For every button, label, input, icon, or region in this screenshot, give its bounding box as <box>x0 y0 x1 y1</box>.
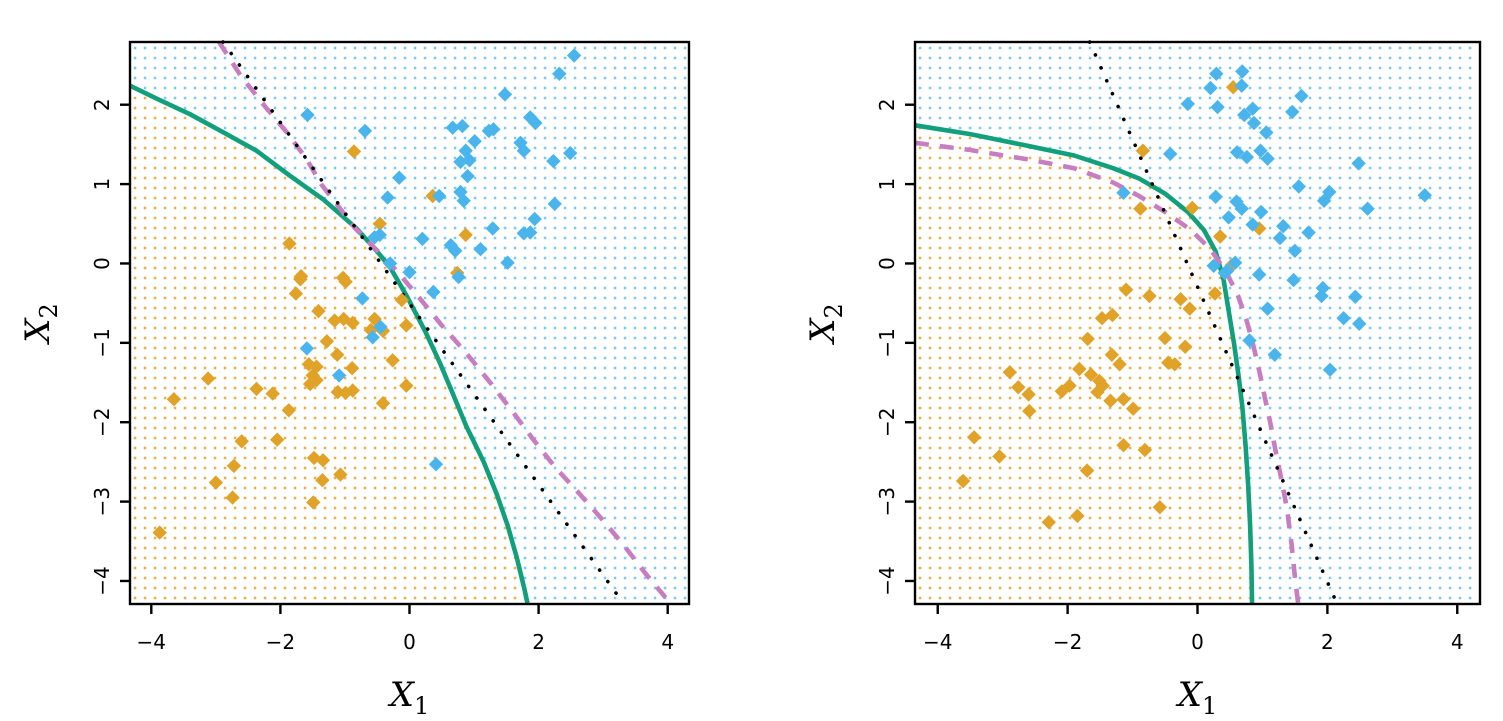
y-axis-title: X2 <box>803 303 848 346</box>
y-tick-label: 1 <box>90 178 114 191</box>
y-tick-label: −3 <box>90 487 114 516</box>
class-blue-points <box>1116 64 1432 377</box>
x-axis-title: X1 <box>387 675 430 720</box>
x-tick-label: −4 <box>923 630 952 654</box>
x-tick-label: 2 <box>532 630 545 654</box>
right-panel: −4 −2 0 2 4 2 1 0 −1 −2 −3 −4 X1 X2 <box>803 40 1482 720</box>
y-tick-label: 0 <box>875 257 899 270</box>
solid-green-boundary <box>128 83 530 605</box>
y-tick-label: 1 <box>875 178 899 191</box>
x-tick-label: 4 <box>1451 630 1464 654</box>
x-tick-label: −2 <box>1053 630 1082 654</box>
y-tick-label: −1 <box>90 328 114 357</box>
x-tick-label: −2 <box>266 630 295 654</box>
y-tick-label: 2 <box>875 98 899 111</box>
x-tick-label: −4 <box>137 630 166 654</box>
dashed-purple-boundary <box>914 140 1301 605</box>
x-tick-label: 2 <box>1321 630 1334 654</box>
y-tick-label: 0 <box>90 257 114 270</box>
y-tick-label: −2 <box>90 407 114 436</box>
y-axis-title: X2 <box>18 303 63 346</box>
x-axis-title: X1 <box>1175 675 1218 720</box>
y-tick-label: −1 <box>875 328 899 357</box>
x-tick-label: 4 <box>661 630 674 654</box>
grid-dots-blue <box>918 46 1472 600</box>
y-tick-label: −4 <box>90 566 114 595</box>
x-tick-label: 0 <box>403 630 416 654</box>
dotted-black-boundary <box>1087 40 1339 606</box>
plot-frame <box>913 40 1482 606</box>
solid-green-boundary <box>914 123 1255 605</box>
y-tick-label: −4 <box>875 566 899 595</box>
y-tick-label: −3 <box>875 487 899 516</box>
x-tick-label: 0 <box>1191 630 1204 654</box>
y-tick-label: −2 <box>875 407 899 436</box>
grid-dots-orange <box>918 126 1252 600</box>
y-tick-label: 2 <box>90 98 114 111</box>
left-panel: −4 −2 0 2 4 2 1 0 −1 −2 −3 −4 X1 X2 <box>18 40 691 720</box>
class-orange-points <box>152 144 473 540</box>
dashed-purple-boundary <box>217 40 673 606</box>
class-blue-points <box>299 48 582 472</box>
